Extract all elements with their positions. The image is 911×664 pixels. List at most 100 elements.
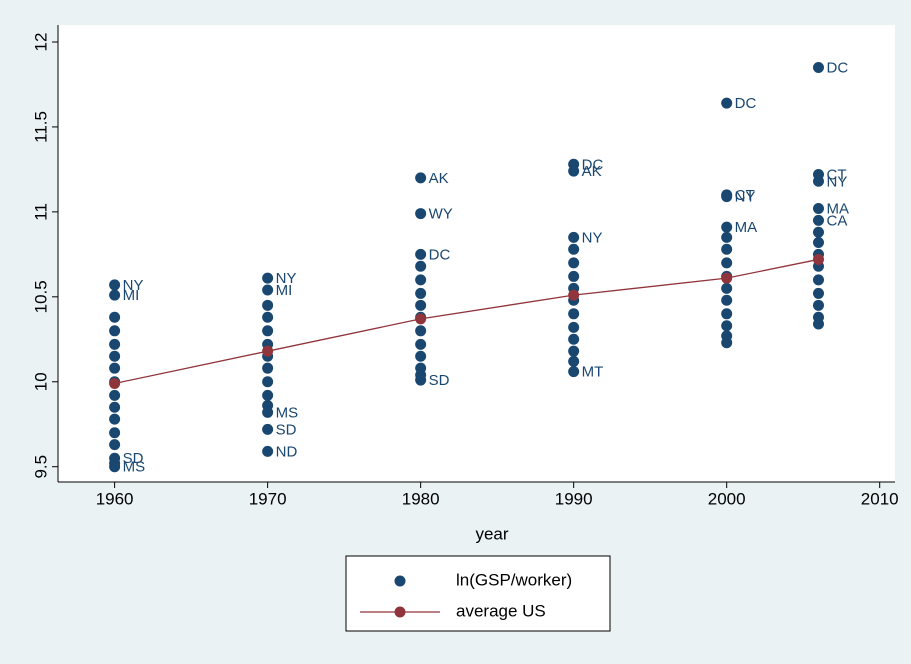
- point: [568, 243, 580, 255]
- point-label: SD: [123, 450, 144, 467]
- point: [415, 369, 427, 381]
- point: [812, 175, 824, 187]
- point-label: MA: [826, 200, 849, 217]
- point-label: DC: [735, 95, 757, 112]
- point: [415, 274, 427, 286]
- point-label: MI: [123, 287, 140, 304]
- point: [109, 338, 121, 350]
- line-point: [262, 345, 274, 357]
- point: [812, 202, 824, 214]
- point-label: AK: [582, 163, 602, 180]
- point: [812, 61, 824, 73]
- point: [568, 345, 580, 357]
- point: [262, 423, 274, 435]
- line-point: [415, 313, 427, 325]
- point: [721, 320, 733, 332]
- point-label: NY: [826, 173, 847, 190]
- point: [721, 257, 733, 269]
- point-label: ND: [276, 443, 298, 460]
- point-label: CA: [826, 212, 847, 229]
- point: [415, 299, 427, 311]
- point: [109, 439, 121, 451]
- point-label: CT: [826, 166, 846, 183]
- point: [109, 350, 121, 362]
- point: [568, 321, 580, 333]
- point-label: NY: [735, 189, 756, 206]
- point: [415, 350, 427, 362]
- point-label: WY: [429, 206, 453, 223]
- point: [262, 311, 274, 323]
- point: [262, 362, 274, 374]
- point: [415, 172, 427, 184]
- point: [109, 279, 121, 291]
- point: [812, 299, 824, 311]
- point: [109, 325, 121, 337]
- x-tick-label: 1960: [96, 489, 134, 508]
- point: [109, 427, 121, 439]
- point: [415, 338, 427, 350]
- point: [262, 284, 274, 296]
- legend-label: ln(GSP/worker): [456, 570, 572, 589]
- point: [721, 191, 733, 203]
- point: [262, 376, 274, 388]
- y-tick-label: 12: [31, 33, 50, 52]
- point-label: MA: [735, 219, 758, 236]
- point: [109, 413, 121, 425]
- point-label: AK: [429, 170, 449, 187]
- y-tick-label: 9.5: [31, 455, 50, 479]
- plot-area: [58, 25, 895, 482]
- line-point: [568, 289, 580, 301]
- point: [109, 311, 121, 323]
- point: [721, 221, 733, 233]
- point: [109, 457, 121, 469]
- x-tick-label: 1980: [402, 489, 440, 508]
- point: [721, 243, 733, 255]
- point: [262, 445, 274, 457]
- point: [721, 294, 733, 306]
- line-point: [812, 253, 824, 265]
- point: [812, 274, 824, 286]
- x-axis-title: year: [475, 524, 508, 543]
- point: [415, 287, 427, 299]
- point: [109, 289, 121, 301]
- point-label: MI: [276, 282, 293, 299]
- point-label: NY: [582, 229, 603, 246]
- point-label: DC: [826, 59, 848, 76]
- point: [812, 226, 824, 238]
- point: [568, 333, 580, 345]
- legend-marker: [394, 575, 406, 587]
- point: [812, 236, 824, 248]
- point: [109, 389, 121, 401]
- point-label: MS: [276, 404, 299, 421]
- y-tick-label: 10: [31, 372, 50, 391]
- point: [812, 214, 824, 226]
- point: [812, 287, 824, 299]
- line-point: [721, 272, 733, 284]
- line-point: [109, 377, 121, 389]
- point: [721, 308, 733, 320]
- point: [812, 318, 824, 330]
- point-label: MT: [582, 364, 604, 381]
- point: [262, 325, 274, 337]
- point: [721, 231, 733, 243]
- point: [568, 366, 580, 378]
- y-tick-label: 11.5: [31, 111, 50, 143]
- point-label: NY: [276, 270, 297, 287]
- point: [262, 389, 274, 401]
- point: [262, 299, 274, 311]
- point: [721, 337, 733, 349]
- point: [109, 401, 121, 413]
- x-tick-label: 2000: [708, 489, 746, 508]
- point-label: MS: [123, 459, 146, 476]
- point: [721, 282, 733, 294]
- point: [415, 248, 427, 260]
- legend: [345, 555, 611, 632]
- point: [262, 272, 274, 284]
- y-tick-label: 11: [31, 203, 50, 221]
- point-label: NY: [123, 277, 144, 294]
- y-tick-label: 10.5: [31, 280, 50, 313]
- legend-marker: [394, 606, 406, 618]
- point: [415, 208, 427, 220]
- point: [568, 165, 580, 177]
- point-label: CT: [735, 187, 755, 204]
